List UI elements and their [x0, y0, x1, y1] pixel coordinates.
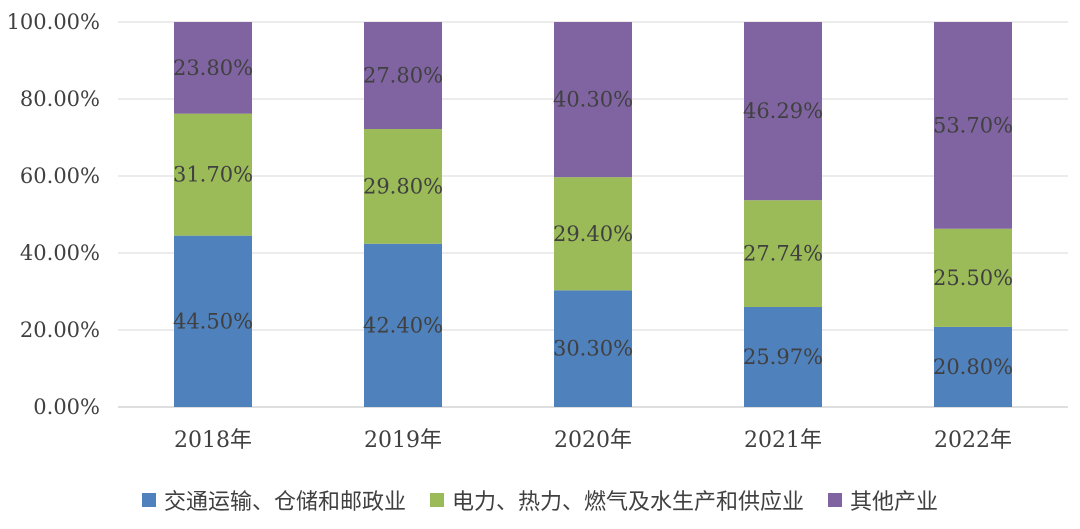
data-label-utilities: 27.74%	[743, 242, 823, 266]
bar-other	[744, 22, 822, 201]
bar-transport	[174, 235, 252, 407]
data-labels: 44.50% 31.70% 23.80% 42.40% 29.80% 27.80% 30.3…	[173, 56, 1013, 379]
bar-utilities	[744, 200, 822, 308]
legend-swatch-utilities	[429, 493, 444, 507]
data-label-other: 27.80%	[363, 64, 443, 88]
legend-swatch-other	[828, 493, 842, 507]
data-label-transport: 44.50%	[173, 309, 253, 333]
data-label-other: 23.80%	[173, 56, 253, 80]
y-tick-label: 0.00%	[33, 395, 100, 419]
legend-item-other: 其他产业	[828, 484, 938, 516]
data-label-other: 40.30%	[553, 88, 633, 112]
data-label-transport: 42.40%	[363, 313, 443, 337]
data-label-utilities: 29.40%	[553, 222, 633, 246]
x-axis-categories: 2018年 2019年 2020年 2021年 2022年	[174, 428, 1012, 453]
x-category-label: 2018年	[174, 428, 252, 453]
data-label-transport: 30.30%	[553, 337, 633, 361]
x-category-label: 2021年	[744, 428, 822, 453]
legend-label-other: 其他产业	[850, 490, 939, 515]
data-label-other: 53.70%	[933, 113, 1013, 137]
y-tick-label: 40.00%	[20, 241, 100, 265]
bar-transport	[934, 326, 1012, 407]
legend: 交通运输、仓储和邮政业 电力、热力、燃气及水生产和供应业 其他产业	[0, 478, 1080, 522]
legend-label-utilities: 电力、热力、燃气及水生产和供应业	[451, 490, 804, 515]
bar-other	[174, 22, 252, 114]
data-label-utilities: 25.50%	[933, 266, 1013, 290]
x-category-label: 2022年	[934, 428, 1012, 453]
legend-label-transport: 交通运输、仓储和邮政业	[163, 490, 406, 515]
bar-transport	[554, 290, 632, 407]
bar-transport	[364, 243, 442, 407]
x-category-label: 2020年	[554, 428, 632, 453]
stacked-bar-chart: 0.00% 20.00% 40.00% 60.00% 80.00% 100.00% 44.…	[7, 10, 1068, 453]
data-label-utilities: 29.80%	[363, 174, 443, 198]
bars	[174, 22, 1012, 407]
y-tick-label: 60.00%	[20, 164, 100, 188]
data-label-transport: 20.80%	[933, 355, 1013, 379]
bar-utilities	[174, 113, 252, 236]
data-label-transport: 25.97%	[743, 345, 823, 369]
legend-item-utilities: 电力、热力、燃气及水生产和供应业	[429, 484, 804, 516]
bar-other	[934, 22, 1012, 229]
bar-other	[364, 22, 442, 130]
bar-utilities	[364, 129, 442, 244]
data-label-other: 46.29%	[743, 99, 823, 123]
bar-utilities	[934, 228, 1012, 327]
data-label-utilities: 31.70%	[173, 163, 253, 187]
legend-item-transport: 交通运输、仓储和邮政业	[141, 484, 406, 516]
bar-transport	[744, 307, 822, 407]
legend-swatch-transport	[141, 493, 156, 507]
y-tick-label: 80.00%	[20, 87, 100, 111]
x-category-label: 2019年	[364, 428, 442, 453]
y-tick-label: 20.00%	[20, 318, 100, 342]
y-axis-ticks: 0.00% 20.00% 40.00% 60.00% 80.00% 100.00%	[7, 10, 100, 419]
bar-other	[554, 22, 632, 178]
y-tick-label: 100.00%	[7, 10, 100, 34]
bar-utilities	[554, 177, 632, 291]
